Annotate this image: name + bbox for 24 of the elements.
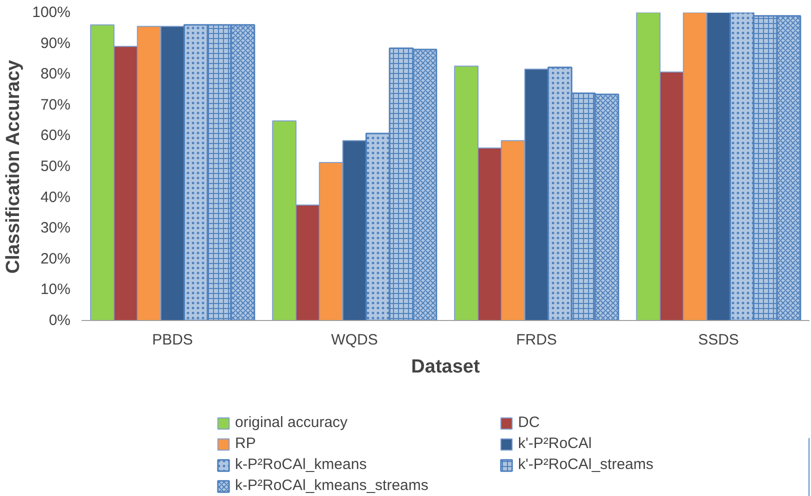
y-tick-label: 50%	[40, 158, 71, 175]
legend-label: original accuracy	[235, 414, 349, 431]
y-tick-label: 70%	[40, 96, 71, 114]
y-tick-label: 90%	[40, 34, 71, 52]
legend-label: RP	[235, 435, 257, 452]
x-axis-title: Dataset	[411, 356, 480, 378]
y-tick-label: 80%	[40, 66, 71, 83]
legend-label: k'-P²RoCAl	[518, 435, 593, 452]
y-axis-title: Classification Accuracy	[3, 60, 24, 274]
legend-label: k-P²RoCAl_kmeans	[235, 456, 368, 473]
y-tick-label: 60%	[40, 127, 71, 144]
y-tick-label: 100%	[32, 4, 71, 21]
x-tick-label: SSDS	[698, 332, 739, 348]
y-tick-label: 20%	[40, 250, 71, 268]
legend-label: k-P²RoCAl_kmeans_streams	[235, 477, 430, 494]
y-tick-label: 30%	[40, 220, 71, 237]
legend-label: DC	[518, 414, 541, 431]
x-tick-label: PBDS	[152, 332, 193, 348]
y-tick-label: 40%	[40, 188, 71, 206]
y-tick-label: 10%	[40, 281, 71, 298]
legend-label: k'-P²RoCAl_streams	[518, 456, 654, 473]
y-tick-label: 0%	[48, 312, 71, 329]
x-tick-label: WQDS	[331, 332, 378, 348]
x-tick-label: FRDS	[516, 332, 557, 348]
